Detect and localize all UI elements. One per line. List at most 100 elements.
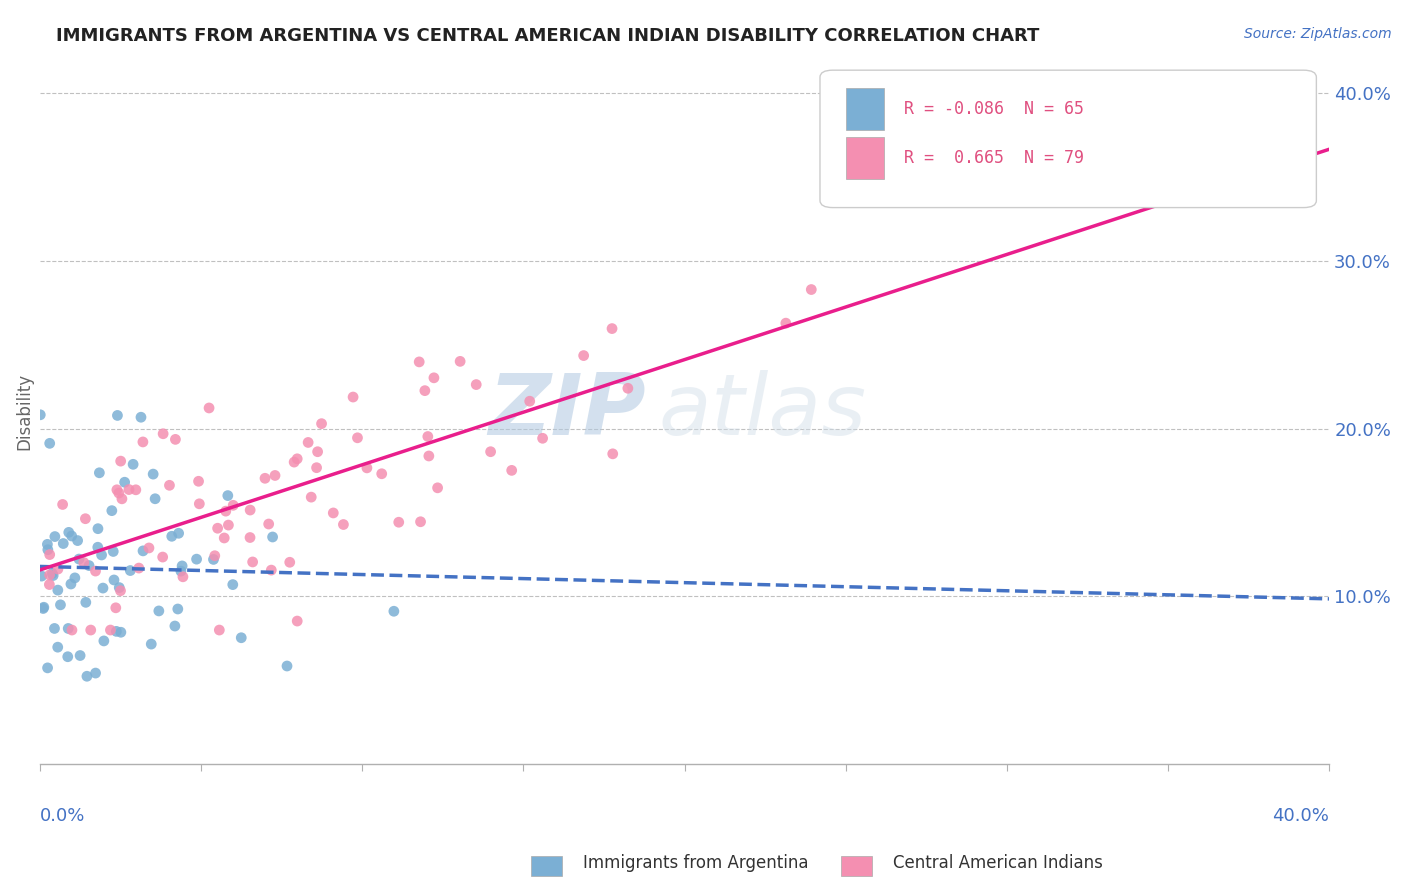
Point <box>305 460 328 475</box>
Point <box>408 355 430 369</box>
Point <box>58 622 80 636</box>
Point <box>38 548 60 562</box>
Point <box>101 503 124 517</box>
Text: Immigrants from Argentina: Immigrants from Argentina <box>583 855 808 872</box>
Point <box>42 568 65 582</box>
Point <box>37 537 59 551</box>
Point <box>128 561 150 575</box>
Point <box>297 435 319 450</box>
Point <box>32 600 55 615</box>
Point <box>87 522 110 536</box>
Point <box>186 552 208 566</box>
Point <box>479 444 502 458</box>
Point <box>207 521 229 535</box>
Point <box>163 619 186 633</box>
Point <box>449 354 471 368</box>
Point <box>63 571 86 585</box>
Point <box>59 577 82 591</box>
Point <box>285 614 308 628</box>
Point <box>188 497 211 511</box>
Point <box>418 449 440 463</box>
FancyBboxPatch shape <box>846 87 884 130</box>
Point <box>122 458 145 472</box>
Point <box>222 498 245 512</box>
Point <box>73 556 96 570</box>
Text: IMMIGRANTS FROM ARGENTINA VS CENTRAL AMERICAN INDIAN DISABILITY CORRELATION CHAR: IMMIGRANTS FROM ARGENTINA VS CENTRAL AME… <box>56 27 1039 45</box>
Point <box>77 558 100 573</box>
Text: 0.0%: 0.0% <box>39 806 86 824</box>
Point <box>198 401 221 415</box>
Point <box>465 377 488 392</box>
Point <box>67 552 90 566</box>
Point <box>416 429 439 443</box>
Text: ZIP: ZIP <box>488 370 645 453</box>
Point <box>141 637 163 651</box>
Point <box>239 531 262 545</box>
Point <box>170 564 193 578</box>
Point <box>46 562 69 576</box>
Point <box>111 491 134 506</box>
Point <box>382 604 405 618</box>
Point <box>187 475 209 489</box>
Point <box>602 447 624 461</box>
Point <box>104 600 127 615</box>
Point <box>257 516 280 531</box>
Point <box>129 410 152 425</box>
Point <box>307 444 329 458</box>
Point <box>617 381 640 395</box>
Point <box>242 555 264 569</box>
Point <box>426 481 449 495</box>
FancyBboxPatch shape <box>846 137 884 179</box>
Point <box>212 531 235 545</box>
Point <box>80 623 103 637</box>
Point <box>108 486 131 500</box>
Point <box>76 669 98 683</box>
Point <box>217 518 239 533</box>
Point <box>52 498 75 512</box>
Point <box>120 564 142 578</box>
Point <box>38 577 60 591</box>
Point <box>49 598 72 612</box>
Point <box>66 533 89 548</box>
Point <box>60 529 83 543</box>
Point <box>125 483 148 497</box>
Point <box>90 548 112 562</box>
Point <box>519 394 541 409</box>
Point <box>311 417 333 431</box>
Point <box>231 631 253 645</box>
Point <box>215 504 238 518</box>
Point <box>44 622 66 636</box>
Point <box>531 431 554 445</box>
Point <box>107 409 129 423</box>
Point <box>138 541 160 555</box>
Point <box>152 426 174 441</box>
Point <box>262 530 284 544</box>
Point <box>58 525 80 540</box>
Point <box>239 503 262 517</box>
Point <box>110 454 132 468</box>
Point <box>572 349 595 363</box>
Point <box>105 624 128 639</box>
Point <box>118 483 141 497</box>
Point <box>75 512 97 526</box>
Point <box>41 566 63 581</box>
Point <box>84 564 107 578</box>
Point <box>276 659 298 673</box>
Point <box>100 623 122 637</box>
Point <box>202 552 225 566</box>
Point <box>413 384 436 398</box>
Point <box>84 666 107 681</box>
Point <box>105 483 128 497</box>
Point <box>38 436 60 450</box>
Point <box>75 595 97 609</box>
Point <box>346 431 368 445</box>
Point <box>60 623 83 637</box>
Point <box>600 321 623 335</box>
Point <box>148 604 170 618</box>
Point <box>260 563 283 577</box>
Point <box>423 371 446 385</box>
Point <box>52 536 75 550</box>
Point <box>143 491 166 506</box>
Point <box>264 468 287 483</box>
Point <box>332 517 354 532</box>
